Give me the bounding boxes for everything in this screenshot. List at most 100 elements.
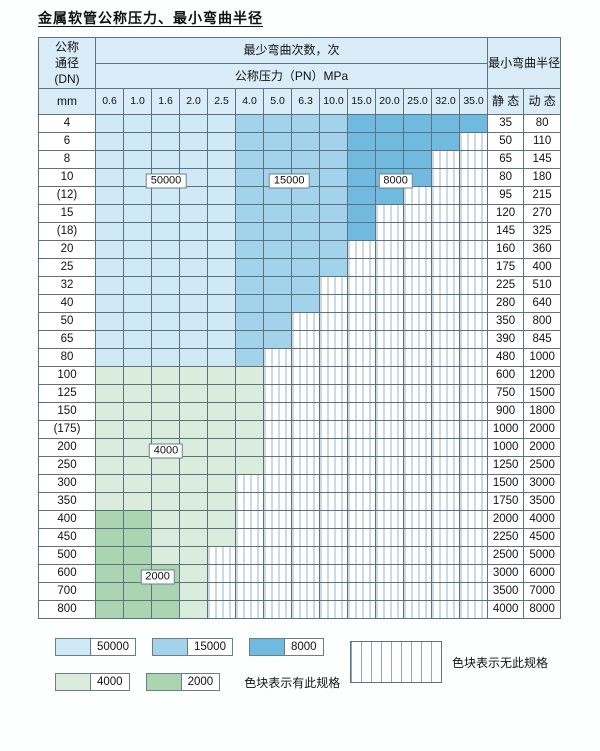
pn-header-cell: 35.0 (458, 88, 489, 115)
cycle-cell (95, 600, 124, 619)
table-row: 250 1250 2500 (38, 456, 562, 475)
no-spec-cell (458, 204, 489, 223)
cycle-cell (123, 222, 152, 241)
pn-header-cell: 32.0 (431, 88, 460, 115)
table-row: 700 3500 7000 (38, 582, 562, 601)
no-spec-cell (375, 312, 404, 331)
cycle-cell (123, 150, 152, 169)
no-spec-cell (235, 600, 264, 619)
no-spec-cell (319, 564, 348, 583)
cycle-cell (263, 330, 292, 349)
pn-header-cell: 5.0 (263, 88, 292, 115)
no-spec-cell (403, 204, 432, 223)
no-spec-cell (375, 276, 404, 295)
cycle-cell (207, 132, 236, 151)
cycle-cell (151, 456, 180, 475)
static-cell: 35 (487, 114, 525, 133)
no-spec-cell (431, 456, 460, 475)
cycle-cell (207, 348, 236, 367)
radius-header: 最小弯曲半径 (487, 37, 562, 89)
no-spec-cell (458, 528, 489, 547)
dynamic-cell: 1800 (523, 402, 562, 421)
cycle-cell (207, 528, 236, 547)
cycle-cell (263, 240, 292, 259)
no-spec-cell (403, 510, 432, 529)
no-spec-cell (319, 474, 348, 493)
dn-cell: 8 (38, 150, 96, 169)
legend-swatch (55, 673, 91, 691)
inline-value-label: 8000 (378, 173, 413, 189)
table-row: 125 750 1500 (38, 384, 562, 403)
cycle-cell (123, 492, 152, 511)
cycle-cell (179, 438, 208, 457)
no-spec-cell (347, 510, 376, 529)
table-row: (175) 1000 2000 (38, 420, 562, 439)
cycle-cell (347, 204, 376, 223)
cycle-cell (95, 240, 124, 259)
no-spec-cell (263, 438, 292, 457)
no-spec-cell (403, 456, 432, 475)
no-spec-cell (431, 474, 460, 493)
static-cell: 2250 (487, 528, 525, 547)
cycle-cell (123, 348, 152, 367)
cycle-cell (179, 528, 208, 547)
no-spec-cell (458, 348, 489, 367)
legend-swatch (151, 638, 188, 656)
no-spec-cell (263, 402, 292, 421)
dynamic-cell: 845 (523, 330, 562, 349)
no-spec-cell (431, 294, 460, 313)
cycle-cell (151, 276, 180, 295)
dynamic-cell: 1500 (523, 384, 562, 403)
cycle-cell (207, 150, 236, 169)
cycle-cell (123, 240, 152, 259)
static-cell: 95 (487, 186, 525, 205)
cycle-cell (95, 150, 124, 169)
cycle-cell (95, 312, 124, 331)
no-spec-cell (347, 492, 376, 511)
no-spec-cell (431, 600, 460, 619)
table-row: (18) 145 325 (38, 222, 562, 241)
static-cell: 4000 (487, 600, 525, 619)
cycle-cell (95, 276, 124, 295)
no-spec-cell (319, 276, 348, 295)
table-row: 15 120 270 (38, 204, 562, 223)
dn-cell: 125 (38, 384, 96, 403)
cycle-cell (95, 222, 124, 241)
no-spec-cell (403, 312, 432, 331)
cycle-cell (95, 168, 124, 187)
no-spec-cell (458, 276, 489, 295)
no-spec-cell (403, 366, 432, 385)
cycle-cell (95, 186, 124, 205)
cycle-cell (347, 186, 376, 205)
cycle-cell (95, 510, 124, 529)
cycle-cell (263, 312, 292, 331)
no-spec-cell (347, 456, 376, 475)
cycle-cell (179, 492, 208, 511)
no-spec-cell (319, 330, 348, 349)
no-spec-cell (375, 564, 404, 583)
no-spec-cell (319, 402, 348, 421)
cycle-cell (347, 114, 376, 133)
cycle-cell (291, 258, 320, 277)
cycle-cell (291, 132, 320, 151)
dynamic-cell: 6000 (523, 564, 562, 583)
dynamic-cell: 5000 (523, 546, 562, 565)
table-row: 20 160 360 (38, 240, 562, 259)
legend-blue-row: 50000 15000 8000 (55, 637, 575, 657)
cycle-cell (123, 204, 152, 223)
cycle-cell (207, 276, 236, 295)
no-spec-cell (235, 564, 264, 583)
cycle-cell (123, 402, 152, 421)
cycle-cell (151, 258, 180, 277)
cycle-cell (95, 114, 124, 133)
inline-value-label: 2000 (140, 569, 175, 585)
static-cell: 600 (487, 366, 525, 385)
static-cell: 390 (487, 330, 525, 349)
dn-cell: 80 (38, 348, 96, 367)
no-spec-cell (291, 492, 320, 511)
no-spec-cell (458, 384, 489, 403)
dynamic-cell: 1200 (523, 366, 562, 385)
no-spec-cell (319, 420, 348, 439)
no-spec-cell (263, 456, 292, 475)
no-spec-cell (403, 384, 432, 403)
